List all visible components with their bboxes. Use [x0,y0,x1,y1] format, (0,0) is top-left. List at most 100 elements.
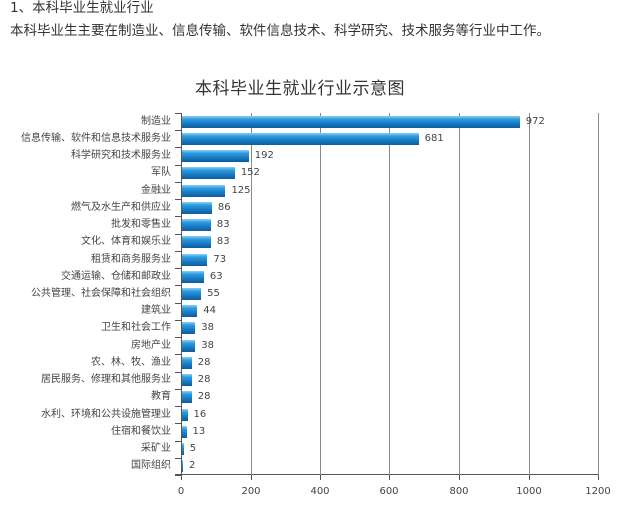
y-tick [175,458,181,459]
category-label: 建筑业 [141,305,171,316]
bar-value-label: 2 [189,460,196,471]
y-tick [175,372,181,373]
x-tick [598,475,599,480]
gridline [598,113,599,475]
bar-value-label: 972 [525,116,545,127]
bar-value-label: 681 [424,133,444,144]
x-tick-label: 800 [449,486,469,497]
bar [182,254,208,266]
y-tick [175,199,181,200]
bar-value-label: 13 [192,426,206,437]
bar [182,357,192,369]
gridline [459,113,460,475]
x-tick-label: 200 [241,486,261,497]
bar-value-label: 86 [217,202,231,213]
x-tick [459,475,460,480]
bar [182,460,183,472]
bar-value-label: 125 [231,185,251,196]
bar [182,322,196,334]
bar [182,150,249,162]
gridline [529,113,530,475]
y-tick [175,389,181,390]
gridline [389,113,390,475]
bar [182,202,212,214]
x-tick [389,475,390,480]
y-tick [175,475,181,476]
bar [182,374,192,386]
y-tick [175,234,181,235]
category-label: 文化、体育和娱乐业 [81,236,171,247]
article-heading: 1、本科毕业生就业行业 [10,0,154,16]
y-tick [175,423,181,424]
category-label: 交通运输、仓储和邮政业 [61,271,171,282]
x-tick-label: 400 [310,486,330,497]
bar [182,116,520,128]
bar [182,340,196,352]
bar-value-label: 152 [240,167,260,178]
bar-value-label: 83 [216,219,230,230]
category-label: 批发和零售业 [111,219,171,230]
x-tick [529,475,530,480]
y-tick [175,441,181,442]
bar-value-label: 73 [213,254,227,265]
bar [182,391,192,403]
bar-value-label: 83 [216,236,230,247]
article-summary: 本科毕业生主要在制造业、信息传输、软件信息技术、科学研究、技术服务等行业中工作。 [10,23,550,39]
y-tick [175,303,181,304]
bar [182,185,226,197]
y-tick [175,182,181,183]
category-label: 水利、环境和公共设施管理业 [41,409,171,420]
category-label: 居民服务、修理和其他服务业 [41,374,171,385]
category-label: 农、林、牧、渔业 [91,357,171,368]
bar-value-label: 28 [197,357,211,368]
bar-value-label: 16 [193,409,207,420]
bar [182,443,184,455]
gridline [251,113,252,475]
y-tick [175,165,181,166]
bar-value-label: 192 [254,150,274,161]
category-label: 军队 [151,167,171,178]
bar-value-label: 55 [207,288,220,299]
bar-value-label: 44 [203,305,217,316]
category-label: 教育 [151,391,171,402]
x-tick-label: 1000 [516,486,542,497]
bar-value-label: 38 [201,322,214,333]
category-label: 卫生和社会工作 [101,322,171,333]
y-tick [175,337,181,338]
category-label: 金融业 [141,185,171,196]
category-label: 信息传输、软件和信息技术服务业 [21,133,171,144]
bar-value-label: 38 [201,340,214,351]
chart-title: 本科毕业生就业行业示意图 [195,79,405,99]
category-label: 燃气及水生产和供应业 [71,202,171,213]
y-tick [175,285,181,286]
bar [182,236,211,248]
bar [182,426,187,438]
bar [182,305,198,317]
y-tick [175,320,181,321]
y-tick [175,268,181,269]
x-axis [175,474,598,475]
x-tick [251,475,252,480]
y-axis [181,113,182,475]
gridline [320,113,321,475]
bar-value-label: 28 [197,391,211,402]
bar [182,219,211,231]
category-label: 公共管理、社会保障和社会组织 [31,288,171,299]
category-label: 租赁和商务服务业 [91,254,171,265]
bar-value-label: 28 [197,374,211,385]
category-label: 房地产业 [131,340,171,351]
bar [182,271,204,283]
category-label: 科学研究和技术服务业 [71,150,171,161]
y-tick [175,354,181,355]
category-label: 住宿和餐饮业 [111,426,171,437]
category-label: 采矿业 [141,443,171,454]
x-tick-label: 600 [379,486,399,497]
y-tick [175,147,181,148]
y-tick [175,113,181,114]
x-tick [181,475,182,480]
bar [182,409,188,421]
x-tick-label: 0 [177,486,185,497]
category-label: 国际组织 [131,460,171,471]
y-tick [175,251,181,252]
bar [182,133,419,145]
